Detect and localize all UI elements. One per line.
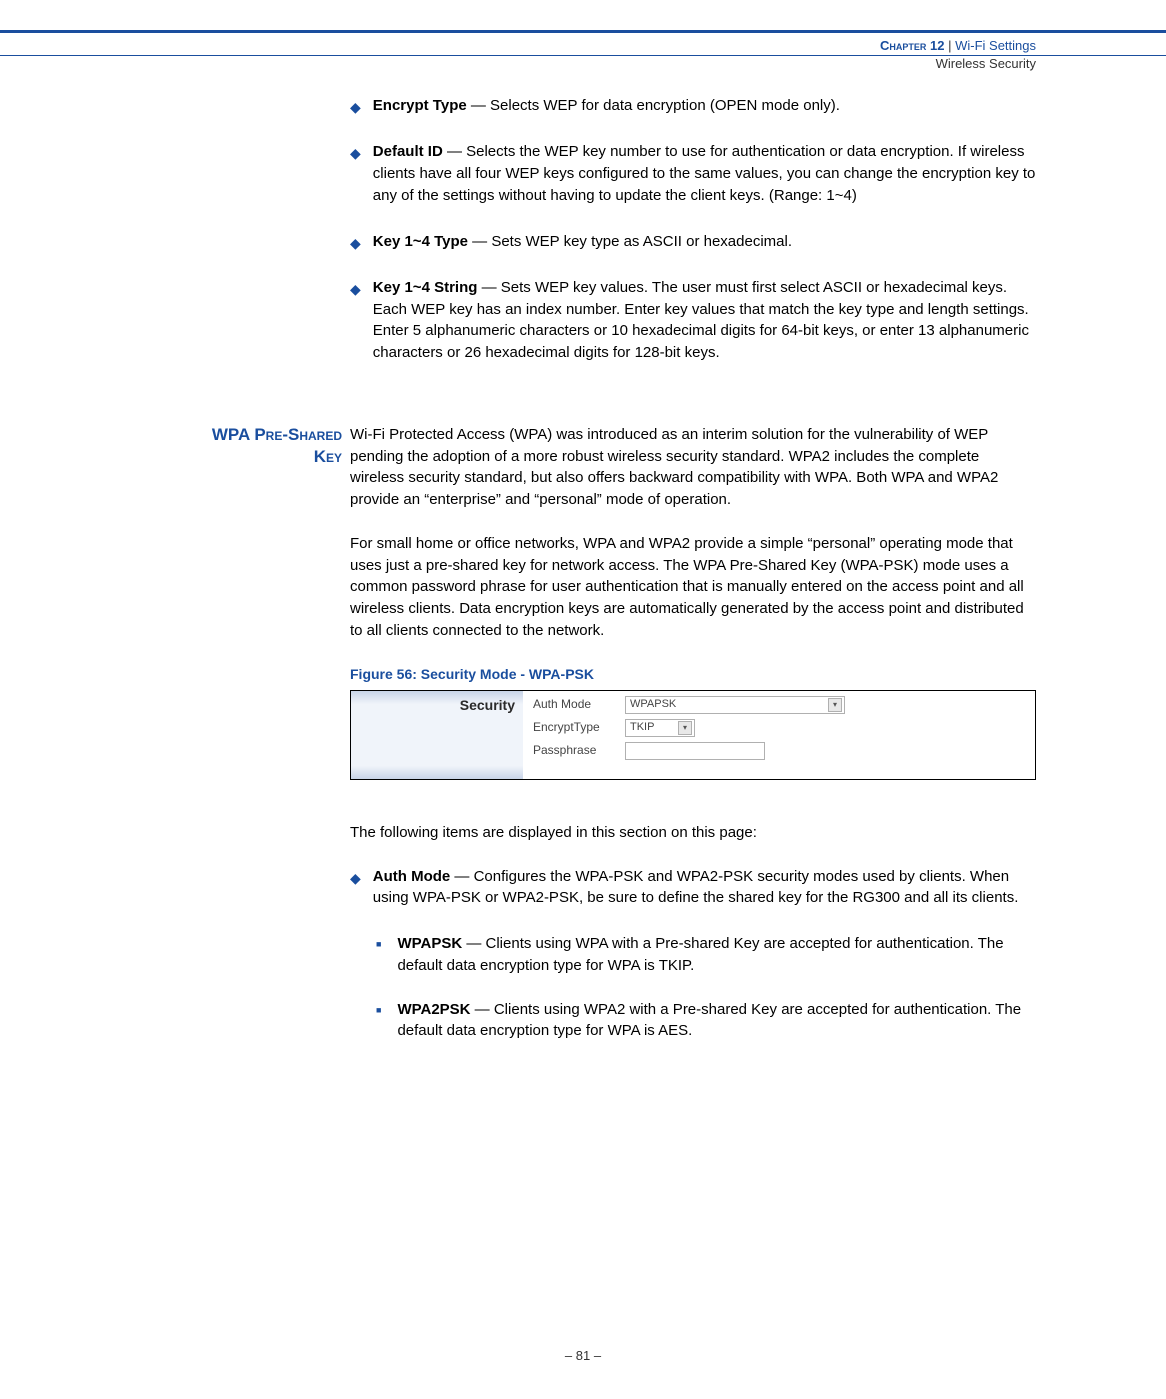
section-label-line2: Key [314, 447, 342, 466]
diamond-bullet-icon: ◆ [350, 868, 361, 910]
figure-row-passphrase: Passphrase [533, 741, 1025, 761]
diamond-bullet-icon: ◆ [350, 233, 361, 253]
authmode-select[interactable]: WPAPSK ▾ [625, 696, 845, 714]
bullet-desc: — Selects WEP for data encryption (OPEN … [467, 97, 840, 114]
figure-field-label: Passphrase [533, 742, 625, 759]
sub-bullet-desc: — Clients using WPA2 with a Pre-shared K… [397, 1001, 1021, 1040]
bullet-desc: — Sets WEP key type as ASCII or hexadeci… [468, 233, 792, 250]
header-bar: Chapter 12 | Wi-Fi Settings Wireless Sec… [0, 30, 1166, 56]
figure-56: Security Auth Mode WPAPSK▾ EncryptType T… [350, 690, 1036, 780]
figure-panel-label: Security [351, 691, 523, 779]
sub-bullet-wpapsk: ■ WPAPSK — Clients using WPA with a Pre-… [376, 933, 1036, 977]
figure-row-authmode: Auth Mode WPAPSK ▾ [533, 695, 1025, 715]
page-number: – 81 – [0, 1348, 1166, 1363]
square-bullet-icon: ■ [376, 938, 381, 977]
diamond-bullet-icon: ◆ [350, 279, 361, 364]
chevron-down-icon: ▾ [678, 721, 692, 735]
bullet-key-string: ◆ Key 1~4 String — Sets WEP key values. … [350, 277, 1036, 364]
sub-bullet-wpa2psk: ■ WPA2PSK — Clients using WPA2 with a Pr… [376, 999, 1036, 1043]
header-text-block: Chapter 12 | Wi-Fi Settings Wireless Sec… [880, 37, 1036, 73]
sub-bullet-desc: — Clients using WPA with a Pre-shared Ke… [397, 935, 1003, 974]
section-body: Wi-Fi Protected Access (WPA) was introdu… [350, 424, 1036, 1064]
bullet-key-type: ◆ Key 1~4 Type — Sets WEP key type as AS… [350, 231, 1036, 253]
square-bullet-icon: ■ [376, 1004, 381, 1043]
encrypttype-select[interactable]: TKIP ▾ [625, 719, 695, 737]
bullet-text: Encrypt Type — Selects WEP for data encr… [373, 95, 1036, 117]
bullet-term: Auth Mode [373, 868, 450, 885]
bullet-desc: — Configures the WPA-PSK and WPA2-PSK se… [373, 868, 1019, 907]
bullet-text: Key 1~4 Type — Sets WEP key type as ASCI… [373, 231, 1036, 253]
bullet-default-id: ◆ Default ID — Selects the WEP key numbe… [350, 141, 1036, 206]
figure-field-label: EncryptType [533, 719, 625, 736]
chapter-separator: | [944, 38, 955, 53]
authmode-value: WPAPSK [630, 697, 676, 713]
sub-bullet-term: WPAPSK [397, 935, 462, 952]
figure-row-encrypttype: EncryptType TKIP ▾ [533, 718, 1025, 738]
figure-field-label: Auth Mode [533, 696, 625, 713]
paragraph: For small home or office networks, WPA a… [350, 533, 1036, 642]
sub-bullet-term: WPA2PSK [397, 1001, 470, 1018]
sub-bullet-text: WPA2PSK — Clients using WPA2 with a Pre-… [397, 999, 1036, 1043]
bullet-term: Default ID [373, 143, 443, 160]
bullet-desc: — Selects the WEP key number to use for … [373, 143, 1036, 204]
chevron-down-icon: ▾ [828, 698, 842, 712]
section-wpa-psk: WPA Pre-Shared Key Wi-Fi Protected Acces… [350, 424, 1036, 1064]
encrypttype-value: TKIP [630, 720, 654, 736]
bullet-term: Encrypt Type [373, 97, 467, 114]
bullet-text: Default ID — Selects the WEP key number … [373, 141, 1036, 206]
bullet-text: Key 1~4 String — Sets WEP key values. Th… [373, 277, 1036, 364]
sub-bullet-text: WPAPSK — Clients using WPA with a Pre-sh… [397, 933, 1036, 977]
passphrase-input[interactable] [625, 742, 765, 760]
chapter-label: Chapter 12 [880, 38, 944, 53]
bullet-auth-mode: ◆ Auth Mode — Configures the WPA-PSK and… [350, 866, 1036, 910]
bullet-text: Auth Mode — Configures the WPA-PSK and W… [373, 866, 1036, 910]
section-label-line1: WPA Pre-Shared [212, 425, 342, 444]
figure-panel-body: Auth Mode WPAPSK▾ EncryptType TKIP▾ Pass… [523, 691, 1035, 779]
figure-caption: Figure 56: Security Mode - WPA-PSK [350, 664, 1036, 684]
chapter-title: Wi-Fi Settings [955, 38, 1036, 53]
bullet-term: Key 1~4 Type [373, 233, 468, 250]
paragraph: Wi-Fi Protected Access (WPA) was introdu… [350, 424, 1036, 511]
diamond-bullet-icon: ◆ [350, 97, 361, 117]
page-content: ◆ Encrypt Type — Selects WEP for data en… [0, 95, 1166, 1064]
diamond-bullet-icon: ◆ [350, 143, 361, 206]
chapter-subtitle: Wireless Security [880, 55, 1036, 73]
bullet-encrypt-type: ◆ Encrypt Type — Selects WEP for data en… [350, 95, 1036, 117]
section-heading: WPA Pre-Shared Key [180, 424, 350, 1064]
paragraph: The following items are displayed in thi… [350, 822, 1036, 844]
bullet-term: Key 1~4 String [373, 279, 478, 296]
